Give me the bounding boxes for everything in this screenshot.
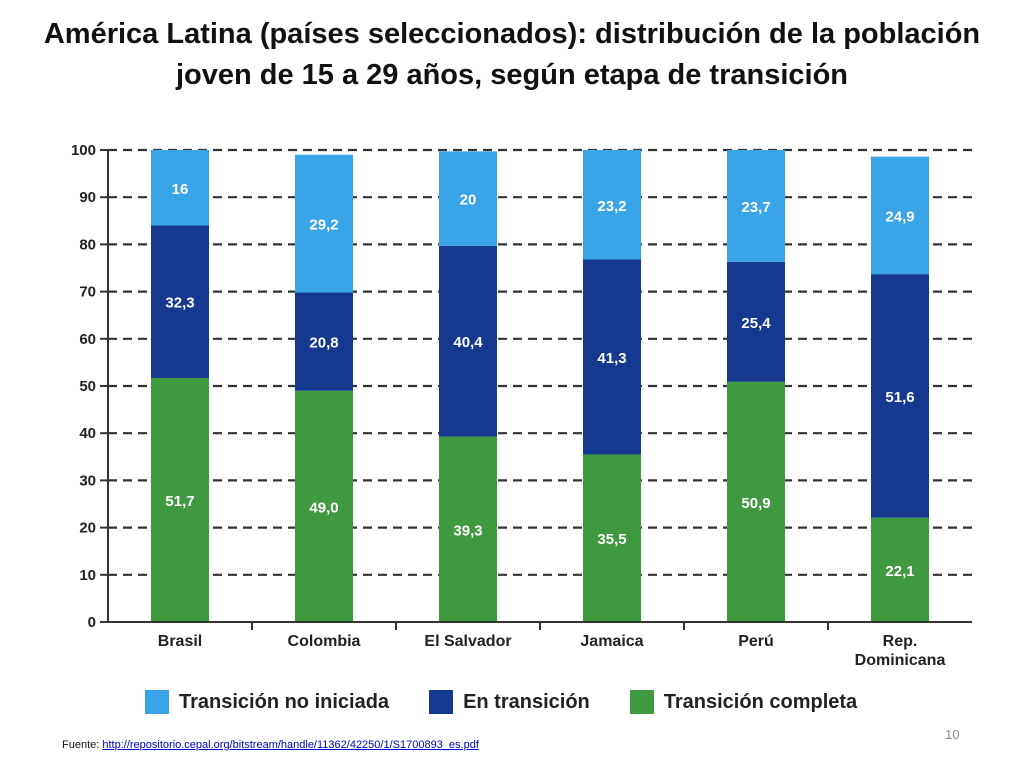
data-label-en_transicion-3: 41,3 (597, 350, 626, 367)
x-tick-label-line: Perú (738, 633, 774, 650)
y-tick-label-100: 100 (71, 142, 96, 159)
data-label-completa-4: 50,9 (741, 495, 770, 512)
legend-item-no_iniciada: Transición no iniciada (145, 690, 389, 714)
value-labels: 51,7 32,3 16 49,0 20,8 29,2 39,3 40,4 20 35,5 41,3… (165, 181, 914, 580)
bar-en_transicion-0 (151, 225, 209, 378)
y-tick-label-70: 70 (79, 284, 96, 301)
data-label-no_iniciada-5: 24,9 (885, 208, 914, 225)
data-label-completa-0: 51,7 (165, 493, 194, 510)
x-tick-label-line: Dominicana (855, 652, 946, 669)
data-label-completa-5: 22,1 (885, 563, 914, 580)
legend-swatch-no_iniciada (145, 690, 169, 714)
source-note: Fuente: http://repositorio.cepal.org/bit… (62, 739, 479, 751)
bar-en_transicion-2 (439, 245, 497, 437)
chart-title: América Latina (países seleccionados): d… (43, 18, 981, 91)
legend-label-completa: Transición completa (663, 690, 858, 713)
legend-swatch-completa (629, 690, 654, 714)
bar-completa-0 (151, 377, 209, 622)
bar-no_iniciada-5 (871, 156, 929, 275)
y-tick-label-80: 80 (79, 236, 96, 253)
x-tick-label-line: Rep. (883, 633, 918, 650)
source-label: Fuente: (62, 739, 100, 751)
data-label-en_transicion-5: 51,6 (885, 389, 914, 406)
legend-label-no_iniciada: Transición no iniciada (179, 690, 390, 713)
data-label-en_transicion-1: 20,8 (309, 335, 338, 352)
x-tick-label-0: Brasil (158, 633, 202, 650)
legend: Transición no iniciada En transición Trans… (145, 690, 897, 714)
data-label-no_iniciada-3: 23,2 (597, 198, 626, 215)
legend-label-en_transicion: En transición (463, 690, 590, 713)
bar-completa-2 (439, 436, 497, 622)
bars (151, 150, 929, 622)
y-tick-label-10: 10 (79, 567, 96, 584)
bar-en_transicion-5 (871, 274, 929, 518)
data-label-completa-2: 39,3 (453, 522, 482, 539)
bar-completa-5 (871, 517, 929, 622)
x-tick-label-2: El Salvador (424, 633, 511, 650)
x-tick-label-1: Colombia (288, 633, 361, 650)
x-tick-label-3: Jamaica (580, 633, 643, 650)
page-number: 10 (945, 727, 960, 742)
y-tick-label-0: 0 (88, 614, 96, 631)
bar-no_iniciada-3 (583, 150, 641, 260)
axes: 0 10 20 30 40 50 60 70 80 90 100 Brasil Colombia El S… (71, 142, 972, 669)
x-tick-label-line: Colombia (288, 633, 361, 650)
source-link[interactable]: http://repositorio.cepal.org/bitstream/h… (102, 739, 479, 751)
bar-completa-3 (583, 454, 641, 622)
y-tick-label-40: 40 (79, 425, 96, 442)
bar-no_iniciada-0 (151, 150, 209, 226)
data-label-en_transicion-2: 40,4 (453, 334, 483, 351)
data-label-no_iniciada-4: 23,7 (741, 199, 770, 216)
y-tick-label-30: 30 (79, 472, 96, 489)
bar-en_transicion-1 (295, 292, 353, 391)
data-label-en_transicion-4: 25,4 (741, 315, 771, 332)
data-label-completa-3: 35,5 (597, 531, 626, 548)
stacked-bar-chart: 0 10 20 30 40 50 60 70 80 90 100 Brasil Colombia El S… (71, 142, 972, 669)
data-label-no_iniciada-2: 20 (460, 192, 477, 209)
legend-item-en_transicion: En transición (429, 690, 590, 714)
bar-en_transicion-3 (583, 259, 641, 455)
x-tick-label-line: Brasil (158, 633, 202, 650)
bar-en_transicion-4 (727, 261, 785, 382)
grid-lines (108, 148, 972, 576)
data-label-en_transicion-0: 32,3 (165, 295, 194, 312)
x-tick-label-4: Perú (738, 633, 774, 650)
bar-completa-1 (295, 390, 353, 622)
y-tick-label-60: 60 (79, 331, 96, 348)
data-label-no_iniciada-1: 29,2 (309, 217, 338, 234)
x-tick-label-line: Jamaica (580, 633, 643, 650)
data-label-no_iniciada-0: 16 (172, 181, 189, 198)
legend-item-completa: Transición completa (629, 690, 858, 714)
bar-no_iniciada-1 (295, 154, 353, 293)
y-tick-label-20: 20 (79, 520, 96, 537)
bar-completa-4 (727, 381, 785, 622)
x-tick-label-5: Rep. Dominicana (855, 633, 946, 669)
bar-no_iniciada-4 (727, 150, 785, 262)
legend-swatch-en_transicion (429, 690, 454, 714)
y-tick-label-90: 90 (79, 189, 96, 206)
data-label-completa-1: 49,0 (309, 499, 338, 516)
x-tick-label-line: El Salvador (424, 633, 511, 650)
bar-no_iniciada-2 (439, 151, 497, 246)
y-tick-label-50: 50 (79, 378, 96, 395)
